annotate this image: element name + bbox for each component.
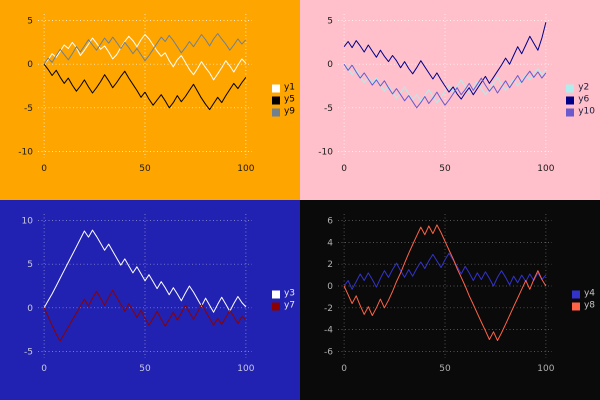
legend-label-y9: y9	[283, 106, 295, 117]
x-tick-label: 0	[341, 364, 347, 374]
series-line-y5	[43, 63, 247, 111]
legend-label-y1: y1	[283, 82, 295, 93]
legend-label-y10: y10	[578, 106, 595, 117]
legend-item-y1: y1	[271, 82, 295, 93]
y-tick-label: 0	[327, 282, 333, 292]
series-line-y4	[343, 252, 547, 290]
legend-swatch-y5	[271, 96, 280, 104]
legend-swatch-y6	[566, 96, 575, 104]
legend-item-y10: y10	[566, 106, 595, 117]
y-tick-label: 0	[27, 60, 33, 70]
legend-bottom-right: y4 y8	[571, 288, 595, 311]
legend-swatch-y7	[271, 302, 280, 310]
legend-label-y7: y7	[283, 300, 295, 311]
series-line-y10	[343, 63, 547, 109]
legend-swatch-y3	[271, 290, 280, 298]
legend-top-left: y1 y5 y9	[271, 82, 295, 117]
legend-swatch-y4	[571, 290, 580, 298]
legend-item-y5: y5	[271, 94, 295, 105]
series-line-y1	[43, 34, 247, 81]
series-line-y7	[43, 289, 247, 342]
legend-item-y4: y4	[571, 288, 595, 299]
x-tick-label: 100	[537, 164, 554, 174]
y-tick-label: -4	[324, 326, 333, 336]
y-tick-label: 5	[327, 17, 333, 27]
legend-label-y2: y2	[578, 82, 590, 93]
panel-top-left: 5 0 -5 -10 0 50 100 y1 y5 y9	[0, 0, 300, 200]
legend-item-y2: y2	[566, 82, 595, 93]
x-tick-label: 100	[237, 164, 254, 174]
x-tick-label: 100	[537, 364, 554, 374]
y-tick-label: 4	[327, 238, 333, 248]
plot-bottom-right: 6 4 2 0 -2 -4 -6 0 50 100	[324, 214, 555, 374]
y-tick-label: -5	[24, 348, 33, 358]
series-line-y8	[343, 224, 547, 341]
x-tick-label: 0	[41, 164, 47, 174]
x-tick-label: 50	[139, 164, 151, 174]
y-tick-label: -6	[324, 348, 333, 358]
legend-swatch-y8	[571, 302, 580, 310]
y-tick-label: -2	[324, 304, 333, 314]
legend-item-y6: y6	[566, 94, 595, 105]
x-tick-label: 50	[439, 364, 451, 374]
legend-label-y3: y3	[283, 288, 295, 299]
x-tick-label: 50	[439, 164, 451, 174]
panel-bottom-left: 10 5 0 -5 0 50 100 y3 y7	[0, 200, 300, 400]
x-tick-label: 0	[341, 164, 347, 174]
legend-swatch-y10	[566, 108, 575, 116]
panel-top-right: 5 0 -5 -10 0 50 100 y2 y6 y10	[300, 0, 600, 200]
legend-swatch-y9	[271, 108, 280, 116]
y-tick-label: 6	[327, 217, 333, 227]
y-tick-label: 2	[327, 260, 333, 270]
x-tick-label: 0	[41, 364, 47, 374]
legend-swatch-y1	[271, 84, 280, 92]
series-line-y9	[43, 33, 247, 65]
y-tick-label: -10	[18, 148, 33, 158]
legend-swatch-y2	[566, 84, 575, 92]
y-tick-label: 5	[27, 17, 33, 27]
legend-item-y3: y3	[271, 288, 295, 299]
legend-bottom-left: y3 y7	[271, 288, 295, 311]
series-line-y2	[343, 63, 547, 104]
plot-top-left: 50-5-100 50 100	[18, 14, 255, 174]
y-tick-label: 10	[22, 217, 34, 227]
panel-bottom-right: 6 4 2 0 -2 -4 -6 0 50 100 y4 y8	[300, 200, 600, 400]
legend-label-y5: y5	[283, 94, 295, 105]
y-tick-label: 5	[27, 260, 33, 270]
y-tick-label: -5	[324, 104, 333, 114]
y-tick-label: 0	[327, 60, 333, 70]
legend-label-y8: y8	[583, 300, 595, 311]
series-line-y3	[43, 229, 247, 313]
legend-top-right: y2 y6 y10	[566, 82, 595, 117]
x-tick-label: 100	[237, 364, 254, 374]
legend-item-y9: y9	[271, 106, 295, 117]
plot-top-right: 50-5-100 50 100	[318, 14, 555, 174]
legend-item-y7: y7	[271, 300, 295, 311]
y-tick-label: 0	[27, 304, 33, 314]
legend-label-y4: y4	[583, 288, 595, 299]
x-tick-label: 50	[139, 364, 151, 374]
series-line-y6	[343, 22, 547, 100]
y-tick-label: -5	[24, 104, 33, 114]
y-tick-label: -10	[318, 148, 333, 158]
legend-item-y8: y8	[571, 300, 595, 311]
legend-label-y6: y6	[578, 94, 590, 105]
